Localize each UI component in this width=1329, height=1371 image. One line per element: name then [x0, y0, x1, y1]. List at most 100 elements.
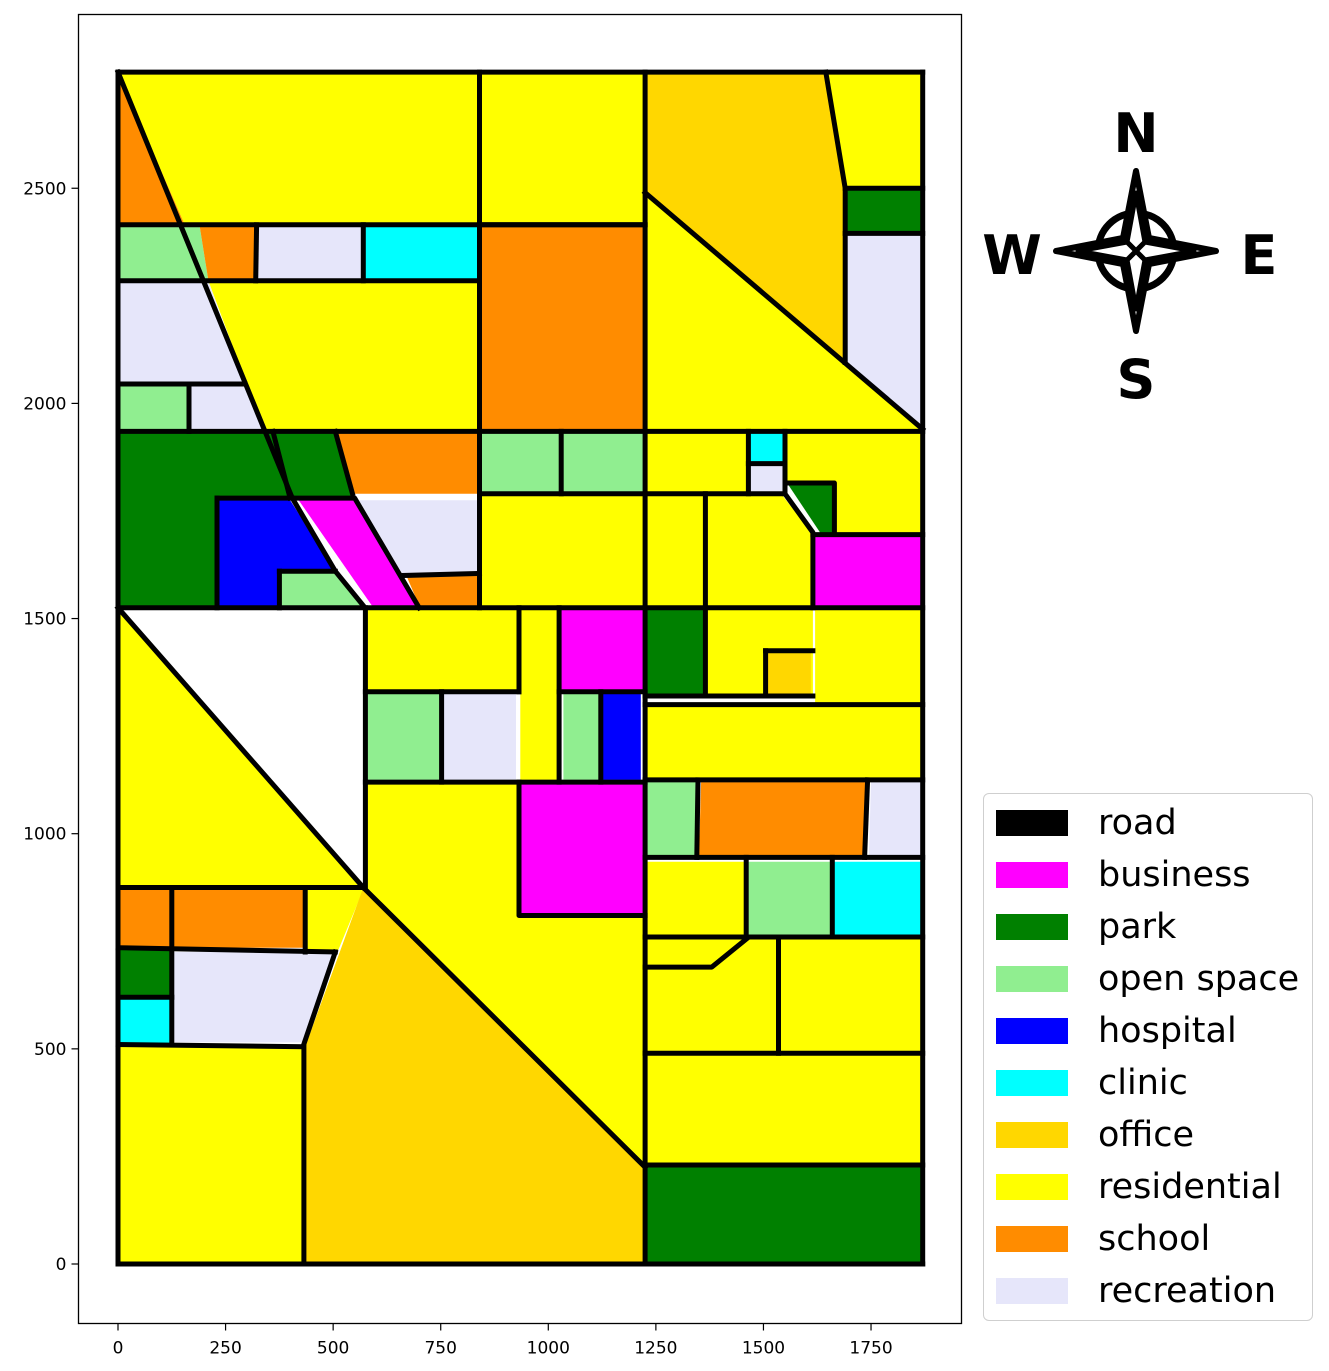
parcel-open-space — [481, 433, 562, 494]
legend-swatch — [996, 914, 1068, 940]
parcel-office — [767, 653, 811, 694]
legend-item-school: school — [996, 1219, 1210, 1259]
parcel-residential — [825, 72, 923, 189]
parcel-residential — [647, 704, 923, 778]
compass-west-label: W — [982, 224, 1042, 287]
parcel-open-space — [563, 433, 643, 494]
compass-south-label: S — [1117, 348, 1156, 411]
parcel-residential — [787, 431, 923, 535]
parcel-residential — [647, 1053, 923, 1165]
legend-label: residential — [1098, 1167, 1282, 1207]
road-segment — [269, 428, 294, 502]
parcel-clinic — [834, 861, 923, 937]
axis-layer: 0 250 500 750 1000 1250 1500 1750 0 500 1000 1500 20… — [23, 179, 892, 1358]
legend-swatch — [996, 1070, 1068, 1096]
legend-swatch — [996, 1018, 1068, 1044]
road-segment — [399, 570, 483, 579]
y-tick-label: 1000 — [23, 825, 66, 845]
road-segment — [516, 779, 648, 918]
legend-item-road: road — [996, 803, 1177, 843]
road-segment — [642, 491, 816, 611]
roads-layer — [114, 68, 927, 1267]
road-segment — [641, 189, 927, 433]
x-tick-label: 250 — [209, 1339, 241, 1359]
legend-label: road — [1098, 803, 1177, 843]
parcel-residential — [520, 609, 557, 780]
road-segment — [253, 222, 260, 284]
parcel-open-space — [563, 693, 600, 780]
y-tick-label: 2000 — [23, 394, 66, 414]
legend: road business park open space hospital clinic… — [983, 793, 1313, 1321]
parcel-recreation — [257, 227, 362, 279]
parcel-school — [199, 227, 256, 281]
parcel-school — [406, 575, 480, 606]
parcel-office — [647, 72, 846, 363]
legend-item-open-space: open space — [996, 959, 1299, 999]
parcel-residential — [780, 939, 923, 1051]
parcel-hospital — [219, 500, 336, 608]
parcel-recreation — [359, 500, 480, 574]
legend-swatch — [996, 1122, 1068, 1148]
legend-swatch — [996, 1226, 1068, 1252]
legend-swatch — [996, 1174, 1068, 1200]
legend-label: clinic — [1098, 1063, 1188, 1103]
road-segment — [332, 428, 356, 497]
road-segment — [694, 777, 701, 860]
legend-swatch — [996, 966, 1068, 992]
parcel-recreation — [442, 693, 516, 780]
parcel-park — [647, 609, 706, 696]
parcel-school — [698, 782, 867, 858]
parcel-business — [815, 534, 923, 608]
parcel-residential — [481, 495, 643, 608]
road-segment — [862, 777, 871, 860]
parcel-business — [561, 609, 643, 692]
parcel-business — [298, 500, 420, 606]
road-segment — [115, 945, 338, 955]
parcel-open-space — [647, 782, 697, 858]
parcel-residential — [307, 889, 364, 952]
legend-item-residential: residential — [996, 1167, 1282, 1207]
parcel-open-space — [367, 693, 441, 780]
parcel-school — [337, 433, 480, 494]
x-tick-label: 1500 — [742, 1339, 785, 1359]
parcel-residential — [647, 431, 749, 494]
legend-label: hospital — [1098, 1011, 1237, 1051]
parcel-recreation — [845, 233, 923, 430]
y-tick-label: 1500 — [23, 610, 66, 630]
parcel-park — [118, 433, 293, 608]
parcel-recreation — [868, 782, 923, 858]
compass-east-label: E — [1241, 224, 1278, 287]
parcel-residential — [363, 782, 643, 1165]
parcel-residential — [815, 609, 923, 705]
parcel-park — [118, 949, 170, 996]
parcel-residential — [118, 72, 480, 225]
road-segment — [359, 883, 649, 1171]
road-segment — [114, 604, 367, 892]
y-tick-label: 0 — [56, 1255, 67, 1275]
x-tick-label: 0 — [113, 1339, 124, 1359]
legend-item-office: office — [996, 1115, 1194, 1155]
parcel-open-space — [746, 861, 833, 937]
compass-north-label: N — [1113, 102, 1158, 165]
parcel-school — [173, 889, 303, 948]
parcel-park — [787, 483, 835, 535]
legend-item-hospital: hospital — [996, 1011, 1237, 1051]
compass-rose-icon — [1053, 168, 1219, 334]
road-segment — [299, 948, 339, 1050]
parcel-clinic — [118, 997, 170, 1045]
parcel-school — [118, 72, 185, 225]
road-segment — [294, 495, 423, 612]
legend-label: open space — [1098, 959, 1300, 999]
road-segment — [642, 935, 750, 970]
parcel-school — [118, 889, 170, 948]
legend-item-recreation: recreation — [996, 1271, 1276, 1311]
legend-label: recreation — [1098, 1271, 1277, 1311]
legend-label: business — [1098, 855, 1251, 895]
parcel-residential — [208, 280, 480, 432]
parcel-business — [520, 782, 643, 916]
legend-label: park — [1098, 907, 1177, 947]
road-segment — [114, 68, 367, 610]
parcel-clinic — [365, 227, 480, 279]
parcel-recreation — [191, 384, 265, 432]
